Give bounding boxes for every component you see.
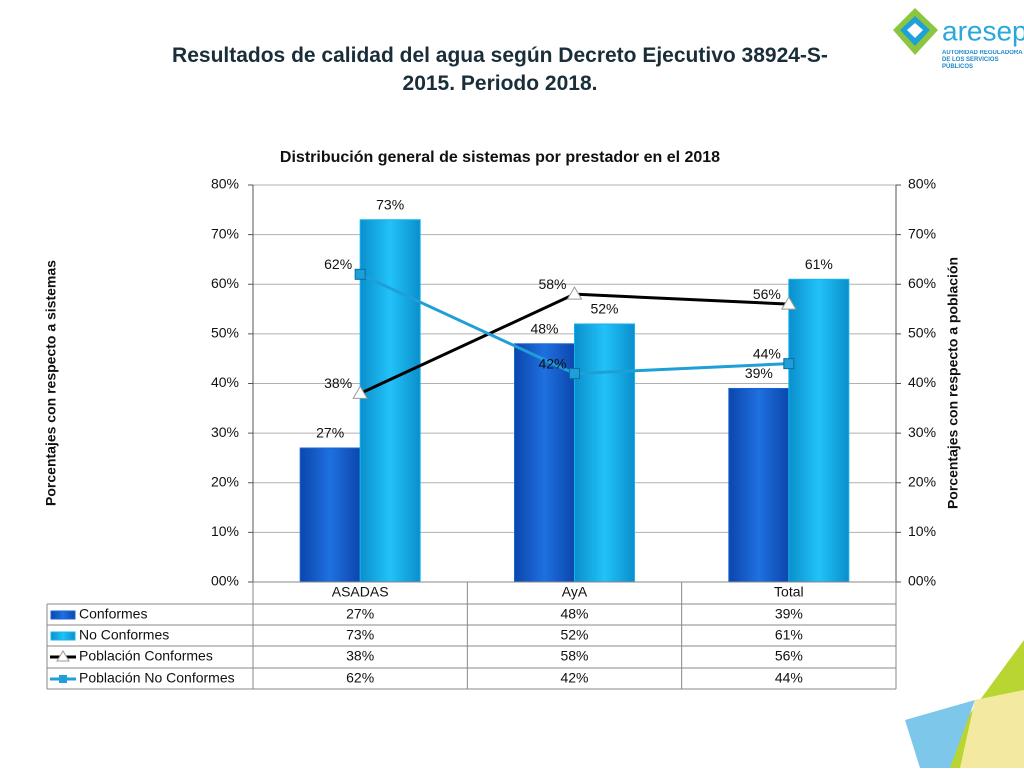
decor <box>905 700 975 768</box>
legend-key <box>56 650 70 662</box>
table-cell: 56% <box>775 648 803 664</box>
legend-label: Población Conformes <box>79 648 213 664</box>
table-cell: 48% <box>560 606 588 622</box>
data-label: 39% <box>745 365 773 381</box>
legend-key <box>50 631 76 641</box>
y-tick-label: 80% <box>211 176 239 192</box>
bar <box>359 219 421 583</box>
data-label: 61% <box>805 256 833 272</box>
y2-tick-label: 70% <box>908 225 936 241</box>
y2-tick-label: 50% <box>908 325 936 341</box>
marker <box>780 296 797 310</box>
table-cell: 42% <box>560 670 588 686</box>
bar <box>514 343 575 583</box>
table-cell: 61% <box>775 627 803 643</box>
y-tick-label: 70% <box>211 225 239 241</box>
logo-icon <box>907 23 923 38</box>
x-tick-label: AyA <box>562 584 588 600</box>
y2-tick-label: 20% <box>908 473 936 489</box>
y2-tick-label: 30% <box>908 424 936 440</box>
marker <box>566 286 583 300</box>
y-tick-label: 60% <box>211 275 239 291</box>
y-tick-label: 50% <box>211 325 239 341</box>
y2-tick-label: 60% <box>908 275 936 291</box>
y2-tick-label: 10% <box>908 523 936 539</box>
y-tick-label: 30% <box>211 424 239 440</box>
x-tick-label: ASADAS <box>332 584 389 600</box>
data-label: 58% <box>538 276 566 292</box>
data-label: 62% <box>324 256 352 272</box>
table-cell: 44% <box>775 670 803 686</box>
y-tick-label: 00% <box>211 573 239 589</box>
marker <box>783 358 795 370</box>
data-label: 42% <box>538 355 566 371</box>
logo-tagline: AUTORIDAD REGULADORA DE LOS SERVICIOS PÚ… <box>942 50 1023 70</box>
data-label: 52% <box>590 301 618 317</box>
table-cell: 58% <box>560 648 588 664</box>
bar <box>788 278 850 583</box>
data-label: 38% <box>324 375 352 391</box>
marker <box>569 368 580 380</box>
y2-tick-label: 40% <box>908 374 936 390</box>
table-cell: 73% <box>346 627 374 643</box>
table-cell: 52% <box>560 627 588 643</box>
marker <box>354 268 366 280</box>
logo-tagline-box: AUTORIDAD REGULADORA DE LOS SERVICIOS PÚ… <box>942 50 1023 70</box>
chart-title: Distribución general de sistemas por pre… <box>280 149 720 166</box>
y2-tick-label: 00% <box>908 573 936 589</box>
data-label: 44% <box>753 345 781 361</box>
table-cell: 39% <box>775 606 803 622</box>
bar <box>299 447 361 583</box>
y-tick-label: 40% <box>211 374 239 390</box>
y2-tick-label: 80% <box>908 176 936 192</box>
y2-axis-label: Porcentajes con respecto a población <box>945 257 961 509</box>
data-label: 27% <box>316 425 344 441</box>
slide-title: Resultados de calidad del agua según Dec… <box>172 44 828 95</box>
table-cell: 27% <box>346 606 374 622</box>
y-tick-label: 10% <box>211 523 239 539</box>
logo-name: aresep <box>942 15 1024 46</box>
legend-label: Población No Conformes <box>79 670 235 686</box>
table-cell: 62% <box>346 670 374 686</box>
y-tick-label: 20% <box>211 473 239 489</box>
bar <box>728 387 790 583</box>
data-label: 73% <box>376 196 404 212</box>
legend-label: No Conformes <box>79 627 169 643</box>
data-label: 48% <box>530 321 558 337</box>
legend-label: Conformes <box>79 606 147 622</box>
bar <box>574 323 635 583</box>
decor <box>960 690 1024 768</box>
legend-key <box>50 610 76 620</box>
legend-key <box>59 675 67 683</box>
y-axis-label: Porcentajes con respecto a sistemas <box>43 260 59 506</box>
marker <box>352 385 369 399</box>
table-cell: 38% <box>346 648 374 664</box>
slide-title-box: Resultados de calidad del agua según Dec… <box>172 44 828 95</box>
x-tick-label: Total <box>774 584 804 600</box>
data-label: 56% <box>753 286 781 302</box>
